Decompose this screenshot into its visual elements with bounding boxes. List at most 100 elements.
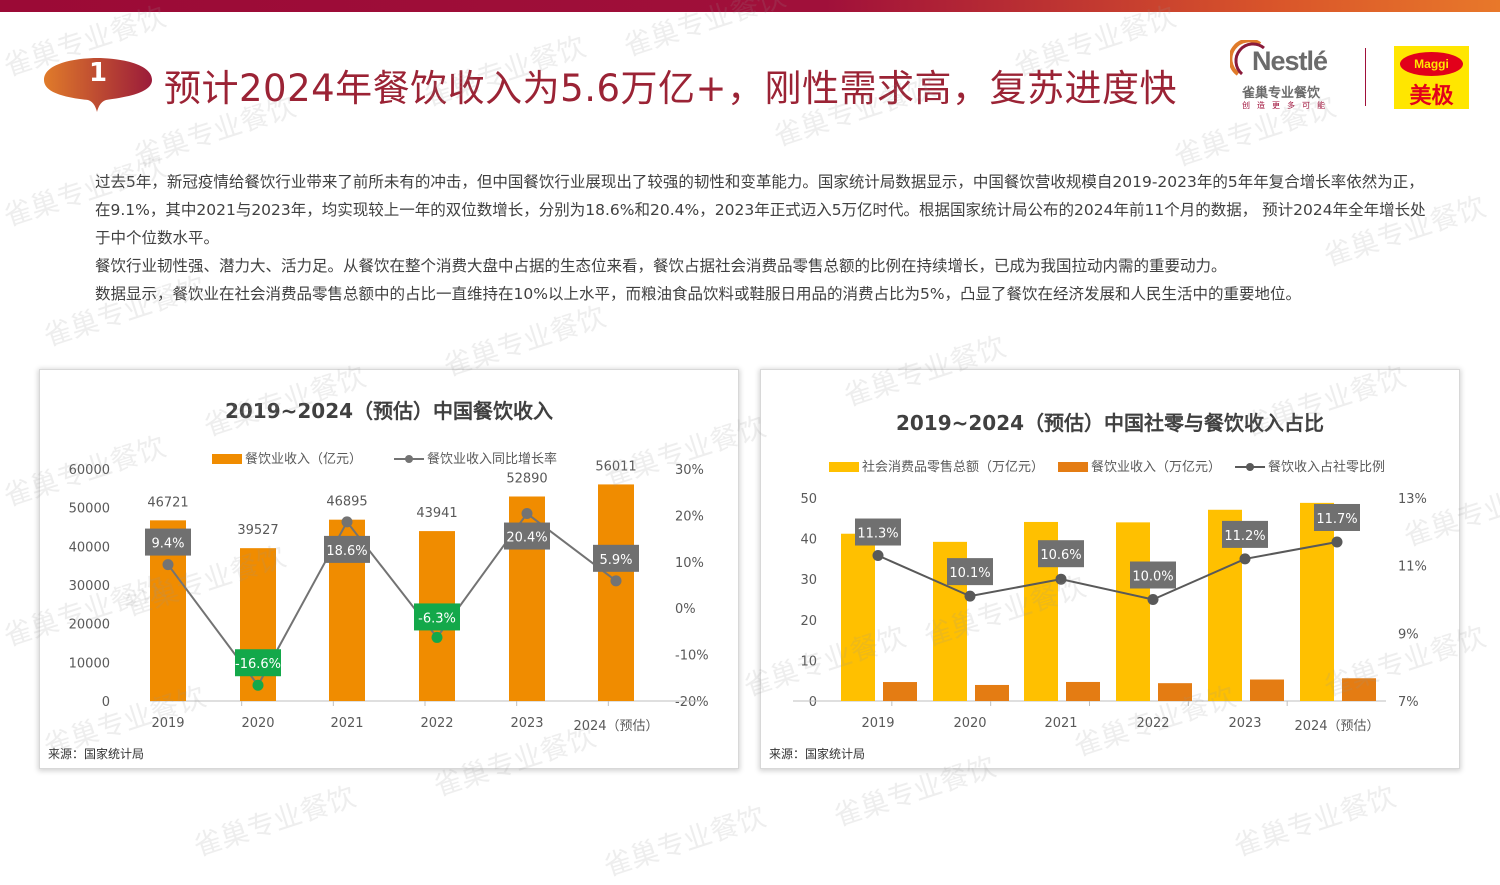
line-point <box>1239 553 1251 565</box>
data-label-box <box>235 649 281 677</box>
line-point <box>964 590 976 602</box>
line-point <box>341 516 353 528</box>
x-tick-label: 2023 <box>510 716 543 731</box>
bar <box>1250 679 1284 701</box>
x-tick-label: 2022 <box>420 716 453 731</box>
y-left-tick: 0 <box>102 695 110 710</box>
data-label-box <box>593 544 639 572</box>
bar <box>1116 522 1150 701</box>
y-right-tick: 9% <box>1398 627 1419 642</box>
paragraph: 餐饮行业韧性强、潜力大、活力足。从餐饮在整个消费大盘中占据的生态位来看，餐饮占据… <box>95 257 1227 275</box>
y-left-tick: 40 <box>800 533 817 548</box>
y-right-tick: 11% <box>1398 560 1427 575</box>
data-label: 10.1% <box>949 566 990 581</box>
y-left-tick: 20000 <box>69 618 110 633</box>
line-point <box>1055 573 1067 585</box>
y-left-tick: 0 <box>809 695 817 710</box>
y-right-tick: -10% <box>675 649 709 664</box>
chart-title: 2019~2024（预估）中国餐饮收入 <box>225 399 553 423</box>
maggi-wordmark: Maggi <box>1400 52 1463 76</box>
nestle-subtitle: 雀巢专业餐饮 <box>1242 86 1321 101</box>
y-right-tick: 20% <box>675 509 704 524</box>
y-right-tick: 30% <box>675 463 704 478</box>
watermark: 雀巢专业餐饮 <box>1229 779 1400 864</box>
x-tick-label: 2024（预估） <box>573 719 658 734</box>
y-left-tick: 60000 <box>69 463 110 478</box>
watermark: 雀巢专业餐饮 <box>599 799 770 884</box>
data-label: 10.6% <box>1040 548 1081 563</box>
legend-swatch <box>212 454 242 464</box>
bar-value-label: 52890 <box>506 471 547 486</box>
paragraph: 数据显示，餐饮业在社会消费品零售总额中的占比一直维持在10%以上水平，而粮油食品… <box>95 285 1302 303</box>
y-left-tick: 10000 <box>69 656 110 671</box>
bar-value-label: 56011 <box>595 459 636 474</box>
legend-marker <box>1246 463 1255 471</box>
line-point <box>521 508 533 520</box>
y-left-tick: 50 <box>800 492 817 507</box>
bar <box>841 533 875 701</box>
bar <box>883 682 917 701</box>
data-label: 5.9% <box>599 553 632 568</box>
y-left-tick: 10 <box>800 654 817 669</box>
line-point <box>1331 536 1343 548</box>
line-point <box>162 559 174 571</box>
data-label: -16.6% <box>235 657 281 672</box>
x-tick-label: 2021 <box>1044 716 1077 731</box>
x-tick-label: 2021 <box>330 716 363 731</box>
chart-source: 来源：国家统计局 <box>769 747 866 761</box>
data-label: 18.6% <box>326 544 367 559</box>
section-number: 1 <box>88 58 108 88</box>
y-right-tick: -20% <box>675 695 709 710</box>
chart-title: 2019~2024（预估）中国社零与餐饮收入占比 <box>896 411 1324 435</box>
legend-label: 餐饮业收入（亿元） <box>245 451 362 467</box>
growth-line <box>877 540 1338 601</box>
line-point <box>431 631 443 643</box>
bar <box>1066 681 1100 701</box>
bar-value-label: 46895 <box>326 495 367 510</box>
x-tick-label: 2023 <box>1228 716 1261 731</box>
chart-card-retail-share: 2019~2024（预估）中国社零与餐饮收入占比 社会消费品零售总额（万亿元） 餐饮… <box>761 370 1459 768</box>
data-label-box <box>1222 520 1268 548</box>
nestle-slogan: 创造更多可能 <box>1242 101 1332 110</box>
line-point <box>252 679 264 691</box>
bar <box>240 548 276 701</box>
bar <box>1300 502 1334 701</box>
nestle-logo: Nestlé 雀巢专业餐饮 创造更多可能 <box>1230 40 1345 115</box>
chart-card-restaurant-revenue: 2019~2024（预估）中国餐饮收入 餐饮业收入（亿元） 餐饮业收入同比增长率 0 1… <box>40 370 738 768</box>
data-label-box <box>145 528 191 556</box>
x-tick-label: 2020 <box>953 716 986 731</box>
data-label-box <box>1038 540 1084 568</box>
data-label: -6.3% <box>418 611 456 626</box>
y-left-tick: 40000 <box>69 540 110 555</box>
x-tick-label: 2022 <box>1136 716 1169 731</box>
bar <box>1158 683 1192 701</box>
nestle-arc-icon <box>1230 40 1265 76</box>
data-label: 11.3% <box>857 527 898 542</box>
bar-value-label: 39527 <box>237 523 278 538</box>
section-badge <box>44 58 152 112</box>
y-right-tick: 0% <box>675 602 696 617</box>
data-label-box <box>1314 503 1360 531</box>
page-title: 预计2024年餐饮收入为5.6万亿+，刚性需求高，复苏进度快 <box>164 67 1178 110</box>
data-label: 20.4% <box>506 531 547 546</box>
data-label: 10.0% <box>1132 570 1173 585</box>
bar <box>598 484 634 701</box>
legend-swatch <box>829 462 859 472</box>
line-point <box>1147 594 1159 605</box>
maggi-chinese-name: 美极 <box>1409 84 1454 109</box>
y-left-tick: 30000 <box>69 579 110 594</box>
data-label: 11.7% <box>1316 512 1357 527</box>
line-point <box>610 575 622 587</box>
y-right-tick: 13% <box>1398 492 1427 507</box>
legend-label: 餐饮收入占社零比例 <box>1268 459 1385 475</box>
logo-divider <box>1365 48 1366 106</box>
body-text: 过去5年，新冠疫情给餐饮行业带来了前所未有的冲击，但中国餐饮行业展现出了较强的韧… <box>95 168 1435 308</box>
x-tick-label: 2020 <box>241 716 274 731</box>
bar-value-label: 43941 <box>416 506 457 521</box>
data-label-box <box>324 535 370 563</box>
top-accent-bar <box>0 0 1500 12</box>
legend-label: 餐饮业收入（万亿元） <box>1091 459 1221 475</box>
y-left-tick: 50000 <box>69 502 110 517</box>
